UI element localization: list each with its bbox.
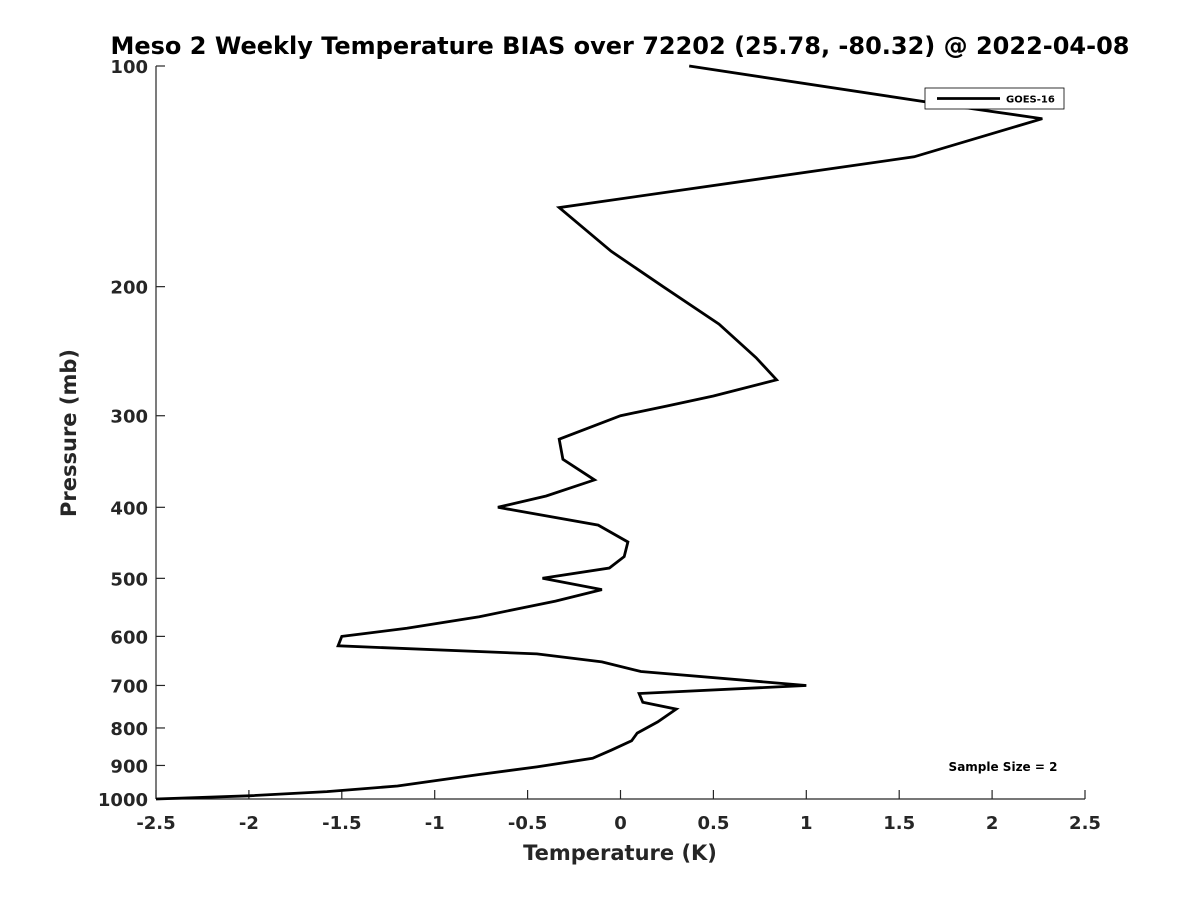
x-tick-label: 1 <box>800 813 813 834</box>
x-tick-label: 0 <box>614 813 627 834</box>
sample-size-annotation: Sample Size = 2 <box>949 760 1058 774</box>
series-layer <box>155 64 1043 801</box>
x-tick-label: 2.5 <box>1069 813 1101 834</box>
y-tick-label: 500 <box>110 569 148 590</box>
y-axis-label: Pressure (mb) <box>57 349 81 517</box>
y-tick-label: 600 <box>110 627 148 648</box>
y-tick-label: 100 <box>110 57 148 78</box>
y-tick-label: 900 <box>110 756 148 777</box>
y-tick-label: 800 <box>110 719 148 740</box>
legend-entry-goes-16: GOES-16 <box>1006 95 1055 106</box>
y-tick-label: 300 <box>110 407 148 428</box>
x-tick-label: 0.5 <box>697 813 729 834</box>
y-tick-label: 1000 <box>98 790 148 811</box>
x-axis-label: Temperature (K) <box>523 841 717 865</box>
x-tick-label: -0.5 <box>508 813 547 834</box>
x-tick-label: 1.5 <box>883 813 915 834</box>
x-tick-label: -2 <box>239 813 259 834</box>
y-ticks: 100 200 300 400 500 600 700 800 900 1000 <box>98 57 165 811</box>
x-tick-label: -2.5 <box>136 813 175 834</box>
x-tick-label: -1.5 <box>322 813 361 834</box>
y-tick-label: 700 <box>110 676 148 697</box>
chart-title: Meso 2 Weekly Temperature BIAS over 7220… <box>110 32 1129 60</box>
x-tick-label: 2 <box>986 813 999 834</box>
x-ticks: -2.5 -2 -1.5 -1 -0.5 0 0.5 1 1.5 2 2.5 <box>136 790 1101 834</box>
y-tick-label: 200 <box>110 278 148 299</box>
x-tick-label: -1 <box>425 813 445 834</box>
y-tick-label: 400 <box>110 498 148 519</box>
series-line-goes-16 <box>155 64 1043 801</box>
legend: GOES-16 <box>924 87 1065 110</box>
